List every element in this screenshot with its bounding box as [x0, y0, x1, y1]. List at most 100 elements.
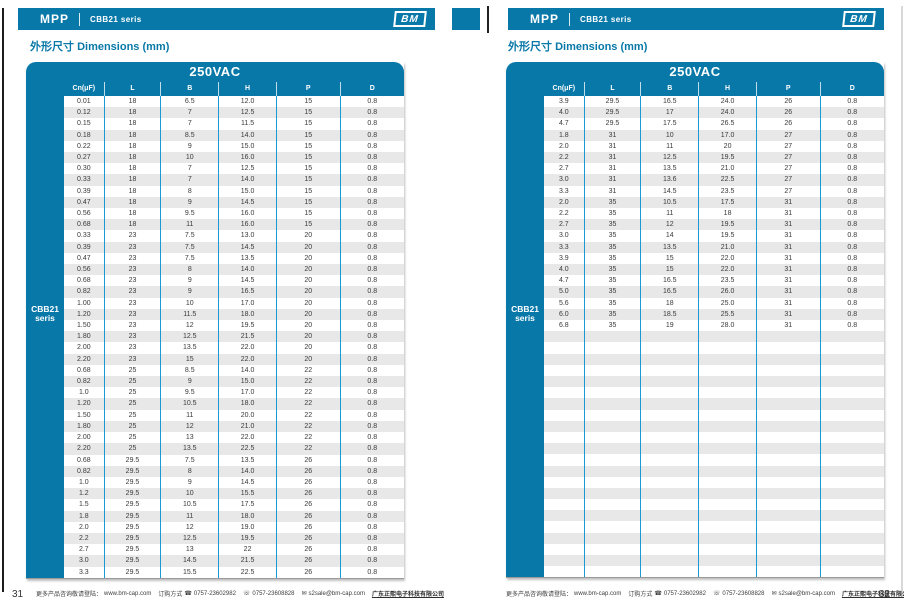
table-cell: 3.3 — [544, 241, 585, 253]
table-cell: 18 — [698, 208, 757, 220]
footer-company: 广东正熙电子科技有限公司 — [371, 592, 444, 598]
table-cell — [820, 477, 884, 488]
table-row: 4.7 29.5 17.5 26.5 26 0.8 — [544, 118, 884, 130]
table-cell: 20 — [276, 331, 341, 343]
table-cell: 13.5 — [640, 241, 700, 253]
table-cell — [584, 566, 642, 578]
table-row — [544, 342, 884, 354]
table-row: 0.27 18 10 16.0 15 0.8 — [64, 152, 404, 164]
col-B: B — [160, 82, 220, 96]
table-cell: 0.8 — [367, 333, 378, 341]
table-cell: 29.5 — [104, 532, 162, 545]
table-cell: 17.5 — [640, 118, 700, 130]
table-cell: 27 — [756, 152, 821, 164]
table-cell: 2.0 — [64, 521, 105, 533]
table-cell: 0.8 — [367, 501, 378, 509]
table-cell: 0.56 — [64, 208, 105, 220]
table-cell: 0.8 — [847, 131, 858, 139]
header-bar: MPP CBB21 seris BM — [18, 8, 435, 30]
table-row: 1.20 23 11.5 18.0 20 0.8 — [64, 308, 404, 321]
table-cell: 29.5 — [104, 499, 162, 511]
table-cell — [756, 353, 821, 365]
table-cell: 0.8 — [367, 389, 378, 397]
table-cell: 18 — [640, 297, 700, 309]
table-cell — [544, 555, 585, 567]
table-cell — [756, 499, 821, 511]
table-row — [544, 510, 884, 522]
table-row: 2.2 31 12.5 19.5 27 0.8 — [544, 152, 884, 164]
table-cell — [820, 443, 884, 454]
footer-company: 广东正熙电子科技有限公司 — [841, 592, 904, 598]
table-cell: 18 — [104, 163, 162, 175]
table-row: 0.56 18 9.5 16.0 15 0.8 — [64, 208, 404, 220]
dimensions-grid: Cn(μF) L B H P D 0.01 18 6.5 12.0 15 0.8 0.12 1… — [64, 82, 404, 578]
table-cell — [544, 342, 585, 354]
table-cell: 26 — [276, 555, 341, 567]
series-label: CBB21 seris — [90, 14, 142, 24]
table-row: 0.39 23 7.5 14.5 20 0.8 — [64, 241, 404, 253]
table-cell: 35 — [584, 320, 642, 332]
table-cell — [544, 409, 585, 421]
table-cell — [756, 465, 821, 477]
dimensions-table: 250VAC CBB21 seris Cn(μF) L B H P D — [26, 62, 404, 579]
table-cell: 0.8 — [367, 422, 378, 430]
table-cell: 6.0 — [544, 308, 585, 321]
table-row: 4.0 29.5 17 24.0 26 0.8 — [544, 107, 884, 119]
table-cell: 0.8 — [367, 142, 378, 150]
table-cell: 20 — [276, 353, 341, 365]
table-row: 1.5 29.5 10.5 17.5 26 0.8 — [64, 499, 404, 511]
section-title-en: Dimensions (mm) — [555, 41, 648, 53]
table-cell: 14.5 — [218, 275, 277, 287]
table-cell — [820, 354, 884, 365]
table-cell — [640, 353, 700, 365]
table-cell: 25 — [104, 409, 162, 421]
table-cell: 26 — [276, 488, 341, 500]
table-cell: 2.7 — [64, 544, 105, 556]
table-cell: 0.8 — [847, 142, 858, 150]
table-cell: 27 — [756, 129, 821, 141]
table-cell: 8.5 — [160, 129, 220, 141]
table-cell — [544, 443, 585, 455]
table-cell — [544, 353, 585, 365]
table-cell — [544, 499, 585, 511]
table-cell: 0.8 — [847, 266, 858, 274]
table-row: 0.12 18 7 12.5 15 0.8 — [64, 107, 404, 119]
table-row — [544, 443, 884, 455]
table-cell: 0.8 — [367, 568, 378, 576]
gutter-line — [487, 6, 489, 33]
table-cell: 0.15 — [64, 118, 105, 130]
table-row: 0.47 23 7.5 13.5 20 0.8 — [64, 252, 404, 265]
table-cell: 29.5 — [104, 476, 162, 489]
table-cell: 0.8 — [367, 154, 378, 162]
table-cell: 0.8 — [847, 109, 858, 117]
phone-icon: ☎ — [184, 590, 192, 597]
table-cell: 35 — [584, 196, 642, 209]
table-cell — [640, 510, 700, 522]
table-row: 1.80 25 12 21.0 22 0.8 — [64, 420, 404, 433]
table-cell: 11.5 — [160, 308, 220, 321]
table-cell: 2.2 — [544, 152, 585, 164]
table-cell: 35 — [584, 308, 642, 321]
table-cell — [756, 443, 821, 455]
table-row — [544, 476, 884, 488]
table-row: 2.7 35 12 19.5 31 0.8 — [544, 219, 884, 231]
table-cell: 25 — [104, 398, 162, 410]
table-row: 0.39 18 8 15.0 15 0.8 — [64, 185, 404, 197]
table-cell: 25 — [104, 387, 162, 399]
col-L: L — [584, 82, 642, 96]
table-cell: 29.5 — [104, 544, 162, 556]
table-cell: 0.8 — [847, 198, 858, 206]
table-cell: 7 — [160, 174, 220, 186]
table-row — [544, 409, 884, 421]
table-cell: 35 — [584, 275, 642, 287]
table-cell: 23 — [104, 264, 162, 276]
footer-phone: 0757-23602982 — [663, 590, 706, 597]
series-label: CBB21 seris — [580, 14, 632, 24]
table-cell — [544, 487, 585, 500]
table-cell: 13 — [160, 544, 220, 556]
table-cell: 0.8 — [367, 445, 378, 453]
table-cell: 26 — [276, 499, 341, 511]
table-row — [544, 376, 884, 388]
table-cell — [698, 476, 757, 488]
table-cell: 25 — [104, 376, 162, 388]
